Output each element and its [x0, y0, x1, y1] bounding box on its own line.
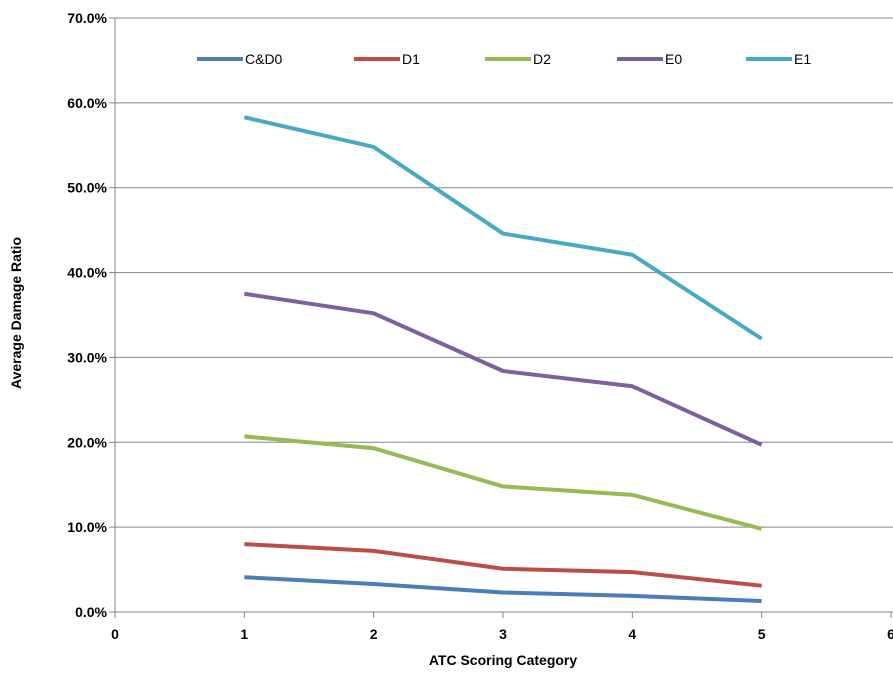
legend-label: E1 [794, 51, 811, 67]
series-line [244, 542, 762, 588]
x-tick-label: 4 [628, 626, 636, 642]
legend-label: C&D0 [245, 51, 283, 67]
y-tick-label: 70.0% [67, 10, 107, 26]
y-tick-label: 20.0% [67, 434, 107, 450]
x-tick-label: 2 [370, 626, 378, 642]
x-tick-label: 6 [887, 626, 893, 642]
x-tick-label: 1 [240, 626, 248, 642]
y-axis-title: Average Damage Ratio [8, 237, 24, 389]
series-lines [243, 115, 763, 603]
legend-label: D1 [402, 51, 420, 67]
y-tick-label: 50.0% [67, 180, 107, 196]
series-line [244, 291, 763, 447]
series-line [244, 575, 762, 603]
x-tick-label: 0 [111, 626, 119, 642]
y-tick-label: 10.0% [67, 519, 107, 535]
legend-label: E0 [665, 51, 682, 67]
gridlines [115, 17, 893, 528]
y-tick-label: 0.0% [75, 604, 107, 620]
legend: C&D0 D1 D2 E0 E1 [197, 51, 811, 67]
x-axis-title: ATC Scoring Category [429, 652, 578, 668]
axes: 0.0% 10.0% 20.0% 30.0% 40.0% 50.0% 60.0% 70.0% 0… [67, 10, 893, 642]
y-tick-label: 60.0% [67, 95, 107, 111]
x-tick-label: 3 [499, 626, 507, 642]
y-tick-label: 40.0% [67, 265, 107, 281]
x-tick-label: 5 [758, 626, 766, 642]
series-line [244, 434, 763, 531]
series-line [243, 115, 763, 341]
y-tick-label: 30.0% [67, 349, 107, 365]
legend-label: D2 [533, 51, 551, 67]
